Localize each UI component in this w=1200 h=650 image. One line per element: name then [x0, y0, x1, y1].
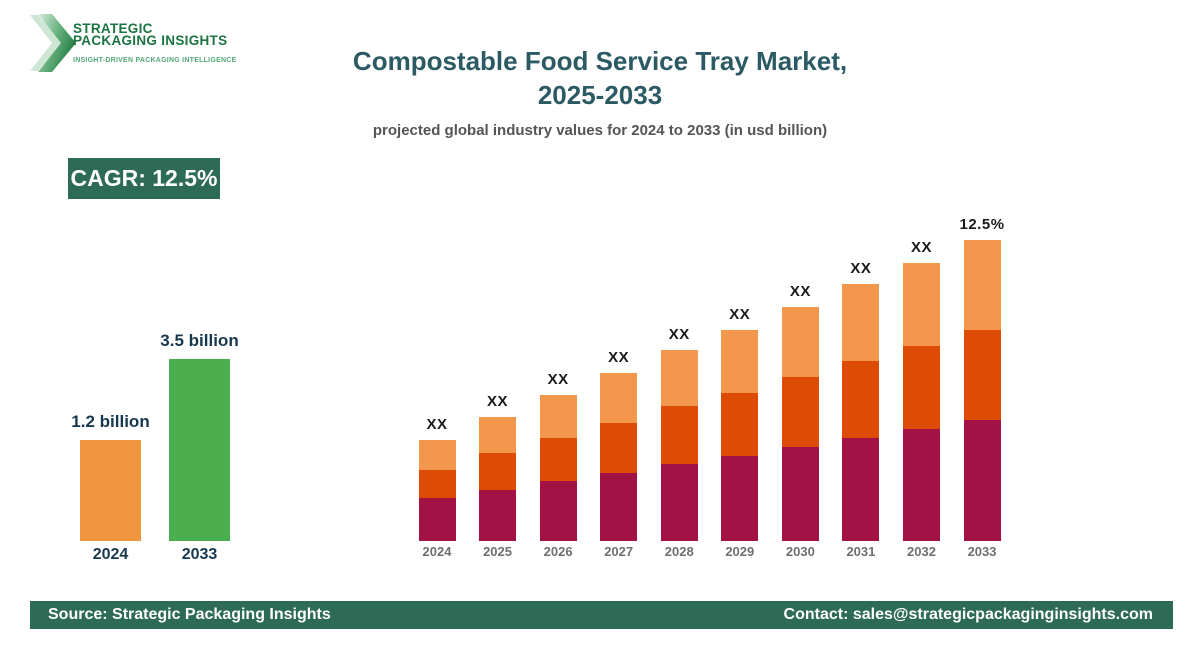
logo-name-line1: STRATEGIC	[73, 21, 153, 36]
summary-growth-chart: 1.2 billion 2024 3.5 billion 2033	[60, 320, 280, 565]
page-subtitle: projected global industry values for 202…	[372, 122, 828, 139]
footer-contact-text: Contact: sales@strategicpackaginginsight…	[783, 606, 1153, 623]
stacked-x-axis-label: 2031	[846, 544, 876, 559]
page-title-line2: 2025-2033	[537, 80, 663, 110]
stacked-x-axis-label: 2024	[422, 544, 452, 559]
stacked-bar-middle-segment	[418, 470, 456, 498]
stacked-bar-value-label: XX	[547, 371, 569, 388]
summary-bar-value-label: 3.5 billion	[160, 331, 239, 350]
brand-logo: STRATEGIC PACKAGING INSIGHTS INSIGHT-DRI…	[30, 14, 290, 74]
summary-bar-value-label: 1.2 billion	[71, 412, 150, 431]
footer-bar: Source: Strategic Packaging Insights Con…	[30, 601, 1173, 629]
summary-bar	[169, 359, 230, 541]
stacked-bar-middle-segment	[539, 438, 577, 481]
logo-tagline: INSIGHT-DRIVEN PACKAGING INTELLIGENCE	[73, 57, 237, 64]
stacked-x-axis-label: 2032	[907, 544, 936, 559]
stacked-bar-bottom-segment	[600, 473, 638, 541]
logo-name-line2: PACKAGING INSIGHTS	[73, 33, 228, 48]
stacked-bar-bottom-segment	[418, 498, 456, 541]
stacked-bar-middle-segment	[660, 406, 698, 464]
stacked-bar-bottom-segment	[963, 420, 1001, 541]
stacked-bar-value-label: XX	[910, 239, 932, 256]
stacked-bar-bottom-segment	[842, 438, 880, 541]
stacked-x-axis-label: 2030	[785, 544, 815, 559]
stacked-bar-bottom-segment	[660, 464, 698, 541]
annual-projection-chart: XX 2024 XX 2025 XX 2026 XX 2027 XX 2028 XX 2029 XX 20…	[400, 195, 1050, 565]
stacked-bar-value-label: XX	[426, 416, 448, 433]
stacked-x-axis-label: 2028	[664, 544, 694, 559]
stacked-x-axis-label: 2026	[543, 544, 573, 559]
page-title-line1: Compostable Food Service Tray Market,	[352, 46, 848, 76]
summary-bar	[80, 440, 141, 541]
stacked-bar-value-label: XX	[729, 306, 751, 323]
stacked-bar-top-segment	[842, 284, 880, 361]
stacked-bar-value-label: XX	[608, 349, 630, 366]
stacked-bar-bottom-segment	[781, 447, 819, 541]
stacked-bar-value-label: XX	[850, 260, 872, 277]
chevron-right-arrow-icon	[30, 14, 76, 72]
stacked-x-axis-label: 2033	[967, 544, 997, 559]
stacked-bar-middle-segment	[721, 393, 759, 456]
stacked-bar-top-segment	[418, 440, 456, 470]
stacked-bar-top-segment	[479, 417, 517, 453]
summary-x-axis-label: 2033	[181, 546, 218, 563]
summary-x-axis-label: 2024	[92, 546, 129, 563]
stacked-bar-value-label: XX	[668, 326, 690, 343]
stacked-bar-bottom-segment	[721, 456, 759, 541]
stacked-bar-bottom-segment	[539, 481, 577, 541]
stacked-x-axis-label: 2029	[725, 544, 755, 559]
stacked-bar-bottom-segment	[479, 490, 517, 541]
stacked-bar-value-label: XX	[789, 283, 811, 300]
stacked-bar-top-segment	[781, 307, 819, 377]
stacked-bar-middle-segment	[479, 453, 517, 490]
stacked-bar-top-segment	[600, 373, 638, 423]
stacked-bar-middle-segment	[781, 377, 819, 447]
footer-source-text: Source: Strategic Packaging Insights	[48, 606, 331, 623]
title-block: Compostable Food Service Tray Market, 20…	[0, 44, 1200, 139]
stacked-bar-top-segment	[721, 330, 759, 393]
stacked-bar-top-segment	[660, 350, 698, 406]
stacked-bar-value-label: 12.5%	[959, 216, 1005, 233]
stacked-bar-top-segment	[539, 395, 577, 438]
stacked-bar-top-segment	[963, 240, 1001, 330]
stacked-bar-bottom-segment	[902, 429, 940, 541]
cagr-badge: CAGR: 12.5%	[68, 158, 220, 199]
stacked-x-axis-label: 2027	[604, 544, 634, 559]
stacked-bar-middle-segment	[600, 423, 638, 473]
stacked-x-axis-label: 2025	[483, 544, 512, 559]
stacked-bar-top-segment	[902, 263, 940, 346]
stacked-bar-middle-segment	[963, 330, 1001, 420]
logo-text: STRATEGIC PACKAGING INSIGHTS INSIGHT-DRI…	[73, 21, 237, 64]
stacked-bar-middle-segment	[902, 346, 940, 429]
stacked-bar-value-label: XX	[487, 393, 509, 410]
stacked-bar-middle-segment	[842, 361, 880, 438]
